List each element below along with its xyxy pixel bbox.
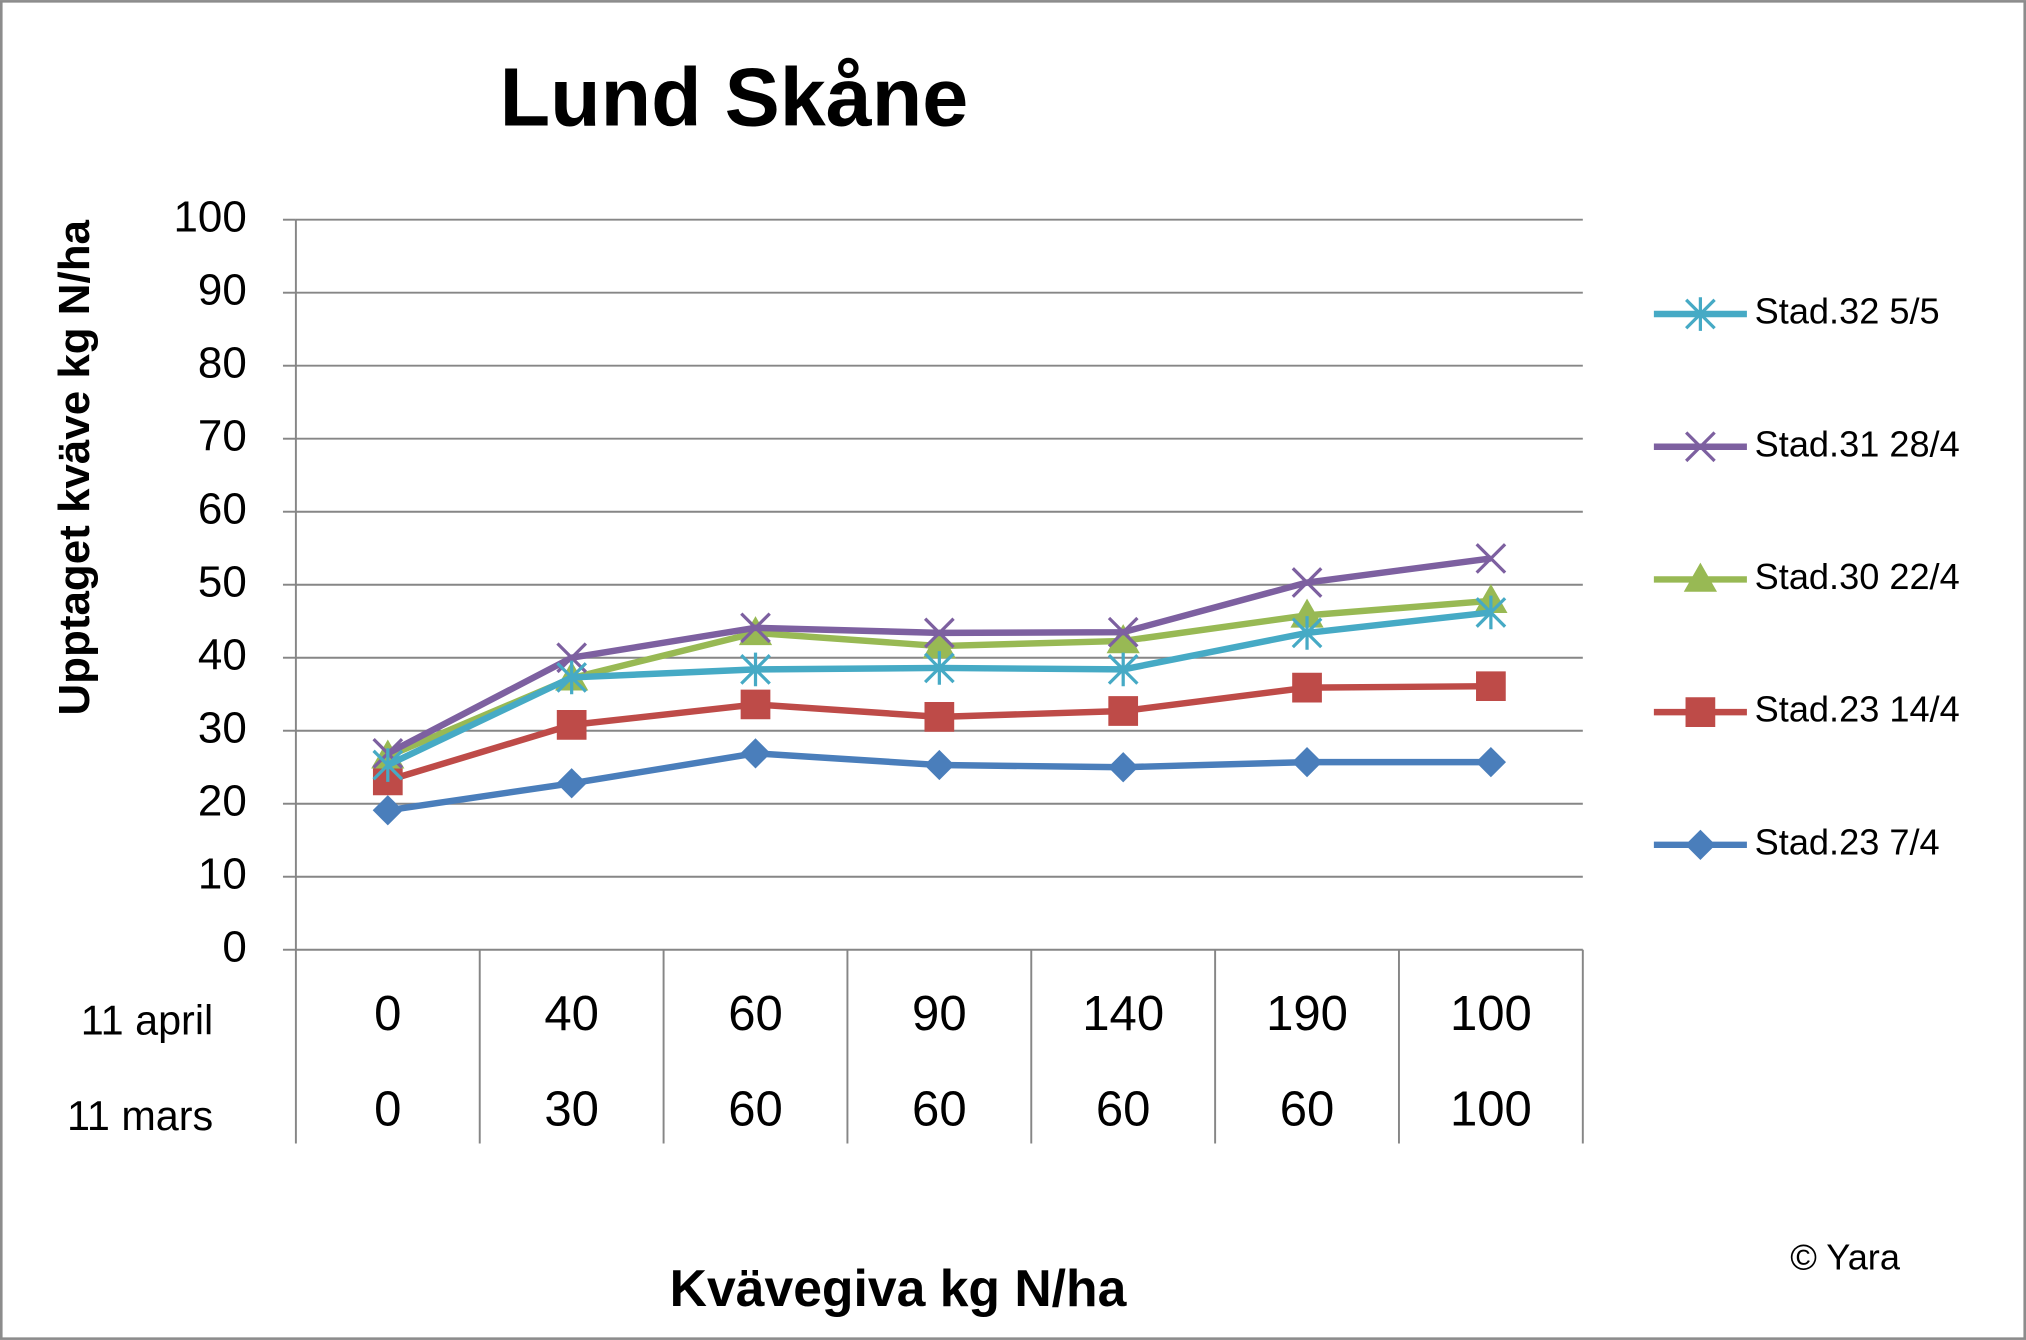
marker: [1292, 672, 1322, 703]
y-axis-title: Upptaget kväve kg N/ha: [50, 219, 99, 715]
marker: [1683, 562, 1718, 592]
marker: [372, 748, 404, 782]
y-tick-label: 60: [198, 484, 247, 533]
marker: [1476, 671, 1506, 702]
y-tick-label: 10: [198, 849, 247, 898]
marker: [1107, 616, 1139, 648]
marker: [372, 795, 403, 826]
marker: [740, 612, 771, 644]
copyright: © Yara: [1790, 1236, 1901, 1277]
y-tick-label: 90: [198, 265, 247, 314]
x-tick-label: 100: [1450, 987, 1532, 1041]
y-tick-label: 100: [173, 192, 246, 241]
x-tick-label: 60: [912, 1083, 967, 1137]
marker: [740, 652, 771, 687]
x-tick-label: 90: [912, 987, 967, 1041]
marker: [1685, 431, 1716, 463]
marker: [740, 689, 771, 720]
x-level-label: 11 april: [81, 997, 213, 1043]
marker: [1475, 746, 1507, 778]
marker: [1685, 297, 1716, 331]
legend-label: Stad.32 5/5: [1755, 291, 1940, 332]
x-tick-label: 60: [1280, 1083, 1335, 1137]
marker: [556, 710, 587, 740]
marker: [1291, 567, 1323, 598]
marker: [1475, 543, 1507, 574]
marker: [924, 749, 955, 781]
x-tick-label: 60: [728, 987, 783, 1041]
marker: [924, 701, 955, 732]
marker: [1108, 696, 1139, 726]
legend-label: Stad.30 22/4: [1755, 556, 1960, 597]
marker: [923, 617, 955, 649]
y-tick-label: 40: [198, 630, 247, 679]
marker: [1475, 595, 1507, 630]
y-tick-label: 20: [198, 776, 247, 825]
chart-title: Lund Skåne: [500, 50, 969, 143]
marker: [556, 660, 588, 695]
x-tick-label: 100: [1450, 1083, 1532, 1137]
y-tick-label: 30: [198, 703, 247, 752]
marker: [1291, 616, 1323, 650]
x-tick-label: 30: [544, 1083, 599, 1137]
marker: [1107, 652, 1139, 687]
y-tick-label: 0: [222, 922, 246, 971]
x-tick-label: 0: [374, 987, 401, 1041]
marker: [923, 651, 955, 685]
marker: [556, 768, 587, 799]
x-tick-label: 60: [728, 1083, 783, 1137]
marker: [1108, 752, 1139, 783]
legend-label: Stad.31 28/4: [1755, 423, 1960, 464]
marker: [740, 738, 771, 769]
legend-label: Stad.23 14/4: [1755, 689, 1960, 730]
x-axis-title: Kvävegiva kg N/ha: [670, 1259, 1128, 1317]
x-level-label: 11 mars: [67, 1093, 213, 1139]
x-tick-label: 0: [374, 1083, 401, 1137]
x-tick-label: 40: [544, 987, 599, 1041]
legend-label: Stad.23 7/4: [1755, 821, 1940, 862]
marker: [1291, 746, 1323, 778]
y-tick-label: 80: [198, 338, 247, 387]
marker: [1685, 829, 1716, 860]
y-tick-label: 70: [198, 411, 247, 460]
x-tick-label: 140: [1082, 987, 1164, 1041]
marker: [1685, 697, 1716, 727]
y-tick-label: 50: [198, 557, 247, 606]
x-tick-label: 60: [1096, 1083, 1151, 1137]
x-tick-label: 190: [1266, 987, 1348, 1041]
